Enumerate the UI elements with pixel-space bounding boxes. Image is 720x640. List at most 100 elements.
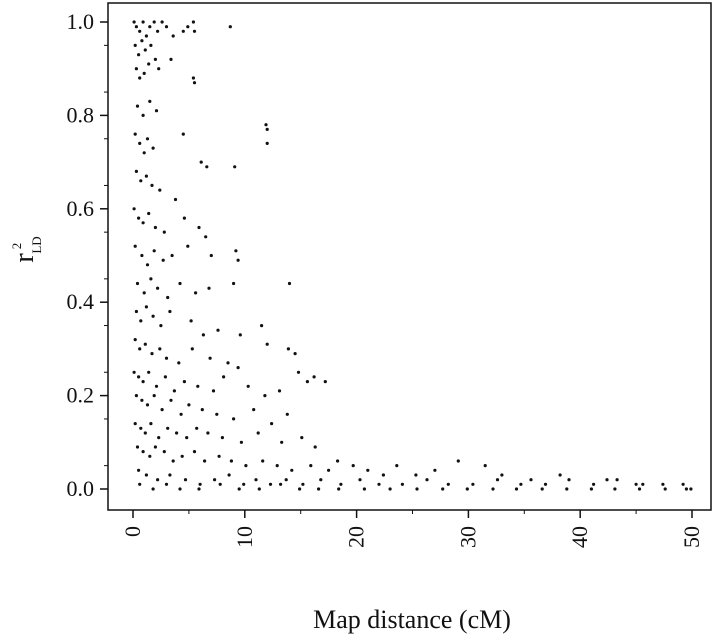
data-point (152, 20, 156, 24)
data-point (135, 281, 140, 286)
data-point (135, 445, 140, 449)
data-point (132, 20, 136, 24)
data-point (150, 183, 154, 187)
data-point (301, 482, 305, 486)
data-point (415, 487, 419, 491)
data-point (215, 412, 219, 416)
data-point (211, 389, 216, 393)
data-point (185, 436, 189, 440)
data-point (246, 384, 250, 388)
data-point (366, 468, 370, 472)
data-point (280, 440, 284, 444)
data-point (145, 263, 150, 267)
data-point (540, 487, 544, 491)
data-point (151, 314, 155, 318)
data-point (192, 450, 197, 454)
y-tick-label-0: 0.0 (67, 476, 95, 501)
data-point (149, 422, 153, 426)
data-point (201, 333, 205, 337)
data-point (242, 482, 246, 486)
data-point (265, 342, 269, 346)
data-point (154, 384, 159, 388)
data-point (138, 347, 142, 351)
data-point (275, 464, 279, 468)
data-point (305, 380, 309, 384)
data-point (134, 169, 138, 173)
data-point (239, 440, 243, 444)
data-point (204, 235, 208, 239)
data-point (205, 165, 209, 169)
data-point (148, 99, 152, 103)
data-point (425, 478, 429, 482)
data-point (279, 482, 283, 486)
data-point (160, 408, 164, 412)
data-point (143, 431, 147, 435)
data-point (143, 342, 147, 346)
data-point (298, 487, 302, 491)
data-point (137, 468, 141, 472)
data-point (661, 482, 665, 486)
data-point (483, 464, 487, 468)
data-point (160, 20, 164, 24)
data-point (144, 305, 148, 309)
data-point (171, 459, 175, 463)
data-point (441, 487, 445, 491)
data-point (293, 352, 297, 356)
data-point (144, 473, 148, 477)
data-point (229, 459, 233, 463)
data-point (613, 487, 617, 491)
data-point (206, 431, 210, 435)
data-point (180, 454, 184, 458)
data-point (615, 478, 619, 482)
plot-frame (107, 2, 712, 511)
data-point (336, 459, 340, 463)
data-point (362, 487, 366, 491)
data-point (265, 127, 269, 131)
data-point (213, 478, 217, 482)
data-point (191, 76, 195, 80)
data-point (234, 249, 238, 253)
data-point (641, 482, 645, 486)
data-point (500, 473, 504, 477)
data-point (220, 436, 224, 440)
data-point (192, 29, 197, 33)
y-axis-label: r 2 LD (9, 236, 44, 262)
data-point (186, 25, 190, 29)
data-point (181, 132, 185, 136)
x-tick-label-2: 20 (344, 526, 369, 548)
data-point (175, 431, 179, 435)
data-point (689, 487, 693, 491)
data-point (270, 422, 274, 426)
data-point (519, 482, 523, 486)
data-point (166, 426, 170, 430)
data-point (543, 482, 548, 486)
data-point (236, 366, 240, 370)
data-point (182, 216, 186, 220)
data-point (170, 253, 174, 258)
data-point (139, 426, 143, 430)
data-point (567, 478, 571, 482)
data-point (150, 352, 154, 356)
data-point (142, 151, 146, 155)
data-point (208, 356, 212, 360)
x-tick-label-5: 50 (679, 526, 704, 548)
data-point (187, 403, 191, 407)
data-point (135, 104, 140, 108)
data-point (186, 244, 190, 248)
data-point (323, 380, 327, 384)
data-point (684, 487, 689, 491)
data-point (157, 67, 161, 71)
data-point (151, 487, 155, 491)
y-tick-label-5: 1.0 (67, 9, 95, 34)
data-point (191, 20, 195, 24)
data-point (233, 165, 237, 169)
data-point (194, 291, 198, 295)
data-point (147, 370, 151, 374)
data-point (637, 487, 642, 491)
data-point (337, 487, 341, 491)
data-point (153, 225, 157, 230)
y-axis: 0.0 0.2 0.4 0.6 0.8 1.0 (67, 9, 108, 501)
data-point (178, 281, 182, 286)
data-point (284, 478, 288, 482)
data-point (286, 347, 290, 351)
